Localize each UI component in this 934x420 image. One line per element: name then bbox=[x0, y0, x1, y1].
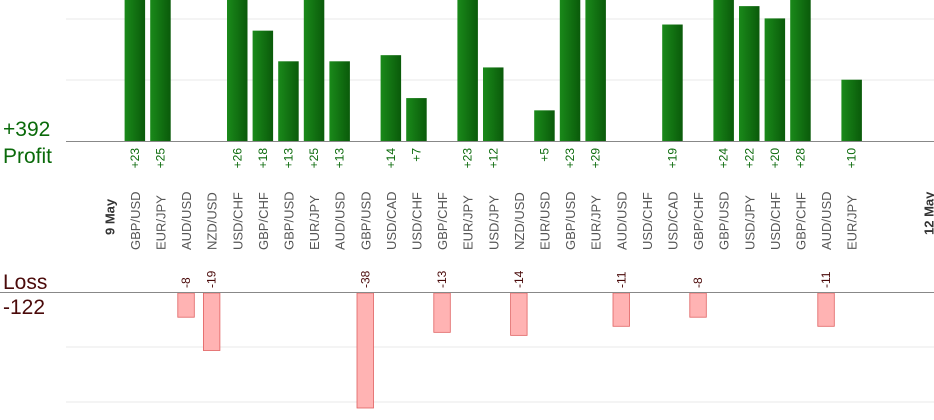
date-label: 9 May bbox=[102, 198, 117, 235]
category-label: USD/JPY bbox=[486, 195, 501, 250]
category-label: AUD/USD bbox=[614, 191, 629, 250]
category-label: GBP/USD bbox=[717, 191, 732, 250]
category-label: GBP/USD bbox=[281, 191, 296, 250]
category-label: USD/CHF bbox=[768, 192, 783, 250]
loss-bar bbox=[510, 292, 528, 336]
loss-value-label: -11 bbox=[819, 271, 833, 288]
loss-bar bbox=[356, 292, 374, 409]
loss-value-label: -14 bbox=[512, 270, 526, 288]
profit-value-label: +29 bbox=[589, 148, 603, 169]
loss-total: -122 bbox=[3, 296, 45, 319]
category-label: GBP/CHF bbox=[256, 192, 271, 250]
category-label: GBP/USD bbox=[563, 191, 578, 250]
loss-value-label: -8 bbox=[691, 277, 705, 288]
category-label: USD/JPY bbox=[742, 195, 757, 250]
category-label: GBP/CHF bbox=[793, 192, 808, 250]
profit-bar bbox=[713, 0, 734, 141]
loss-bar bbox=[612, 292, 630, 327]
category-label: EUR/JPY bbox=[845, 195, 860, 250]
category-label: USD/CAD bbox=[665, 191, 680, 250]
loss-value-labels: -8 -19 -38 -13 -14 -11 -8 -11 bbox=[179, 270, 833, 288]
loss-bar bbox=[177, 292, 195, 318]
profit-value-label: +13 bbox=[333, 148, 347, 169]
category-label: EUR/JPY bbox=[461, 195, 476, 250]
profit-value-label: +5 bbox=[537, 148, 551, 162]
profit-bar bbox=[124, 0, 146, 141]
profit-value-label: +14 bbox=[384, 148, 398, 169]
loss-value-label: -13 bbox=[435, 270, 449, 288]
profit-bar bbox=[534, 110, 555, 141]
profit-value-label: +19 bbox=[665, 148, 679, 169]
loss-bar bbox=[202, 292, 221, 351]
profit-bar bbox=[841, 79, 862, 141]
category-label: GBP/CHF bbox=[691, 192, 706, 250]
profit-value-label: +18 bbox=[256, 148, 270, 169]
category-label: USD/CAD bbox=[384, 191, 399, 250]
category-label: AUD/USD bbox=[179, 191, 194, 250]
date-label: 12 May bbox=[921, 191, 934, 235]
category-label: EUR/JPY bbox=[307, 195, 322, 250]
profit-bar bbox=[150, 0, 171, 141]
loss-value-label: -19 bbox=[205, 270, 219, 288]
profit-value-label: +12 bbox=[486, 148, 500, 169]
profit-bar bbox=[252, 30, 274, 141]
profit-total: +392 bbox=[3, 118, 50, 141]
category-label: AUD/USD bbox=[333, 191, 348, 250]
category-label: USD/CHF bbox=[409, 192, 424, 250]
profit-bar bbox=[380, 55, 402, 141]
profit-bars bbox=[124, 0, 862, 142]
category-label: EUR/JPY bbox=[153, 195, 168, 250]
profit-value-label: +13 bbox=[281, 148, 295, 169]
loss-bar bbox=[689, 292, 707, 318]
profit-value-label: +23 bbox=[128, 148, 142, 169]
loss-title: Loss bbox=[3, 271, 47, 294]
profit-bar bbox=[227, 0, 248, 141]
profit-value-label: +25 bbox=[153, 148, 167, 169]
loss-bar bbox=[433, 292, 451, 333]
profit-value-label: +10 bbox=[845, 148, 859, 169]
category-label: GBP/CHF bbox=[435, 192, 450, 250]
loss-value-label: -38 bbox=[358, 270, 372, 288]
category-label: EUR/JPY bbox=[589, 195, 604, 250]
profit-value-label: +7 bbox=[409, 148, 423, 162]
profit-bar bbox=[739, 6, 760, 142]
loss-value-label: -11 bbox=[614, 271, 628, 288]
category-label: GBP/USD bbox=[128, 191, 143, 250]
category-label: NZD/USD bbox=[512, 192, 527, 250]
category-labels: GBP/USD EUR/JPY AUD/USD NZD/USD USD/CHF GBP/C… bbox=[128, 191, 860, 250]
profit-value-label: +23 bbox=[563, 148, 577, 169]
profit-value-label: +20 bbox=[768, 148, 782, 169]
profit-value-label: +28 bbox=[793, 148, 807, 169]
category-label: EUR/USD bbox=[537, 191, 552, 250]
loss-bar bbox=[817, 292, 835, 327]
category-label: AUD/USD bbox=[819, 191, 834, 250]
profit-value-labels: +23 +25 +26 +18 +13 +25 +13 +14 +7 +23 +12 +5 +23 +29… bbox=[128, 148, 859, 169]
category-label: NZD/USD bbox=[205, 192, 220, 250]
profit-bar bbox=[585, 0, 606, 141]
category-label: USD/CHF bbox=[230, 192, 245, 250]
profit-bar bbox=[457, 0, 478, 141]
profit-value-label: +26 bbox=[230, 148, 244, 169]
profit-value-label: +23 bbox=[461, 148, 475, 169]
category-label: GBP/USD bbox=[358, 191, 373, 250]
category-label: USD/CHF bbox=[640, 192, 655, 250]
profit-bar bbox=[278, 61, 299, 141]
profit-bar bbox=[790, 0, 811, 141]
profit-title: Profit bbox=[3, 145, 52, 168]
profit-bar bbox=[483, 67, 504, 141]
date-labels: 9 May 12 May bbox=[102, 191, 934, 235]
profit-bar bbox=[329, 61, 350, 141]
profit-bar bbox=[662, 24, 683, 141]
profit-bar bbox=[303, 0, 325, 141]
profit-bar bbox=[559, 0, 581, 141]
profit-bar bbox=[764, 18, 786, 141]
profit-value-label: +24 bbox=[717, 148, 731, 169]
profit-value-label: +22 bbox=[742, 148, 756, 169]
loss-bars bbox=[177, 292, 835, 409]
loss-value-label: -8 bbox=[179, 277, 193, 288]
profit-value-label: +25 bbox=[307, 148, 321, 169]
profit-bar bbox=[406, 98, 427, 141]
